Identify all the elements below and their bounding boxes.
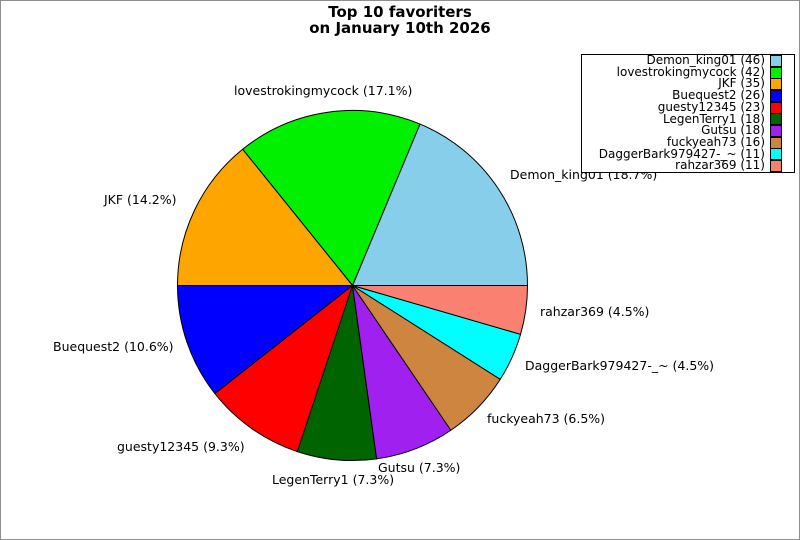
pie-slice-rahzar369 — [352, 285, 528, 335]
legend-label: fuckyeah73 (16) — [666, 134, 765, 149]
legend-label: rahzar369 (11) — [675, 158, 765, 173]
legend-swatch-LegenTerry1 — [770, 113, 782, 126]
legend-swatch-Gutsu — [770, 125, 782, 138]
legend-label: JKF (35) — [718, 76, 765, 91]
legend-row-lovestrokingmycock: lovestrokingmycock (42) — [586, 64, 782, 79]
pie-slice-Demon_king01 — [352, 123, 528, 286]
legend-swatch-Demon_king01 — [770, 54, 782, 67]
legend-label: Buequest2 (26) — [672, 88, 765, 103]
legend-swatch-JKF — [770, 78, 782, 91]
legend-swatch-fuckyeah73 — [770, 136, 782, 149]
callout-daggerbark: DaggerBark979427-_~ (4.5%) — [525, 358, 715, 373]
callout-buequest2: Buequest2 (10.6%) — [53, 339, 174, 354]
callout-legenterry1: LegenTerry1 (7.3%) — [272, 472, 395, 487]
chart-title-block: Top 10 favoriters on January 10th 2026 — [1, 4, 799, 36]
legend-box: Demon_king01 (46) lovestrokingmycock (42)… — [581, 54, 795, 173]
legend-swatch-lovestrokingmycock — [770, 66, 782, 79]
legend-row-Demon_king01: Demon_king01 (46) — [586, 53, 782, 68]
legend-row-Gutsu: Gutsu (18) — [586, 123, 782, 138]
legend-swatch-guesty12345 — [770, 101, 782, 114]
legend-row-JKF: JKF (35) — [586, 76, 782, 91]
pie-slice-JKF — [177, 148, 353, 286]
legend-row-guesty12345: guesty12345 (23) — [586, 99, 782, 114]
pie-slice-guesty12345 — [214, 285, 353, 453]
legend-label: LegenTerry1 (18) — [663, 111, 765, 126]
legend-row-rahzar369: rahzar369 (11) — [586, 158, 782, 173]
callout-rahzar369: rahzar369 (4.5%) — [540, 304, 650, 319]
legend-row-DaggerBark979427-_~: DaggerBark979427-_~ (11) — [586, 146, 782, 161]
legend-label: Gutsu (18) — [701, 123, 765, 138]
callout-guesty12345: guesty12345 (9.3%) — [117, 439, 245, 454]
legend-label: lovestrokingmycock (42) — [616, 64, 765, 79]
legend-swatch-DaggerBark979427-_~ — [770, 148, 782, 161]
chart-subtitle: on January 10th 2026 — [309, 19, 491, 37]
legend-label: DaggerBark979427-_~ (11) — [598, 146, 765, 161]
legend-row-LegenTerry1: LegenTerry1 (18) — [586, 111, 782, 126]
callout-fuckyeah73: fuckyeah73 (6.5%) — [487, 411, 606, 426]
legend-label: Demon_king01 (46) — [646, 53, 765, 68]
legend-label: guesty12345 (23) — [657, 99, 765, 114]
chart-title: Top 10 favoriters — [328, 3, 472, 21]
pie-slice-Buequest2 — [177, 285, 353, 395]
callout-jkf: JKF (14.2%) — [104, 192, 177, 207]
legend-row-fuckyeah73: fuckyeah73 (16) — [586, 134, 782, 149]
legend-swatch-rahzar369 — [770, 160, 782, 173]
callout-lovestrokingmycock: lovestrokingmycock (17.1%) — [234, 83, 413, 98]
legend-swatch-Buequest2 — [770, 89, 782, 102]
pie-slice-lovestrokingmycock — [242, 110, 421, 286]
legend-row-Buequest2: Buequest2 (26) — [586, 88, 782, 103]
callout-gutsu: Gutsu (7.3%) — [378, 460, 461, 475]
